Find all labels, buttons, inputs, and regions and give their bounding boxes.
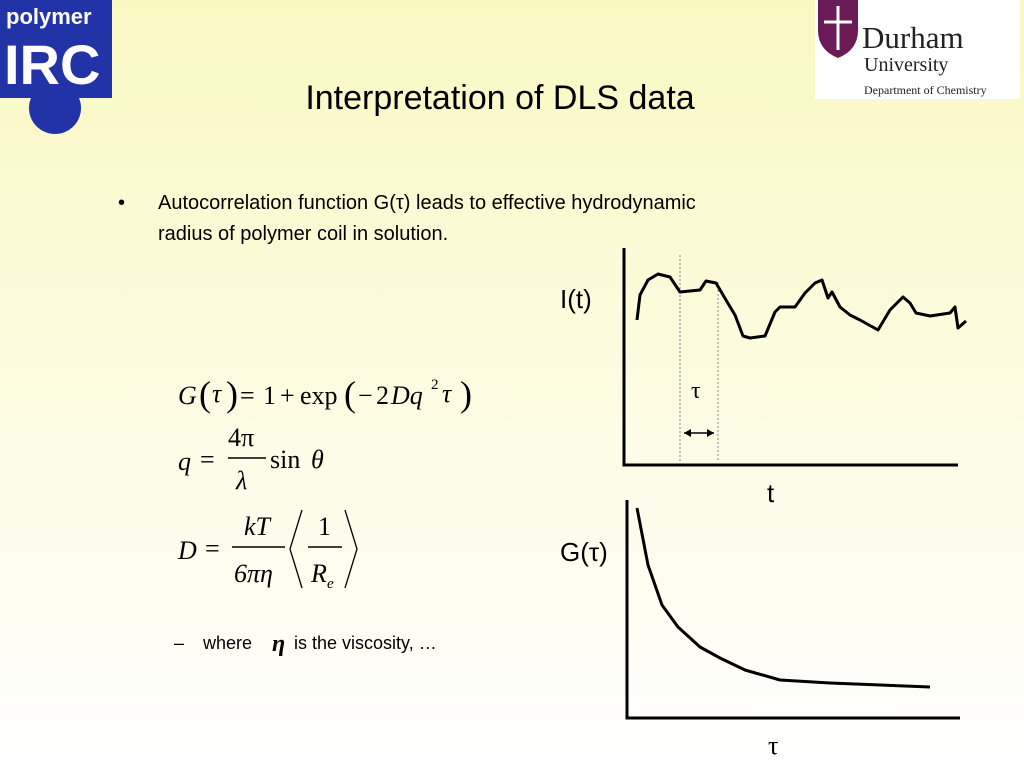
eq-symbol: 6πη <box>234 559 273 588</box>
diagram-label: I(t) <box>560 284 592 314</box>
eq-symbol: = <box>200 445 215 474</box>
eq-symbol: G <box>178 381 197 410</box>
diagram-label: G(τ) <box>560 537 608 567</box>
logo-text: Durham <box>862 20 964 55</box>
diagram-label: t <box>767 478 775 508</box>
equation: D = kT 6πη 1 R e <box>177 509 358 592</box>
eq-symbol: ) <box>226 374 238 414</box>
logo-text: Department of Chemistry <box>864 83 987 97</box>
sub-bullet-text: where <box>202 633 252 653</box>
equation: q = 4π λ sin θ <box>178 423 324 495</box>
eq-symbol: kT <box>244 512 272 541</box>
eq-symbol: 1 <box>263 381 276 410</box>
eq-symbol: Dq <box>390 381 423 410</box>
eq-symbol: λ <box>235 466 247 495</box>
eq-symbol: = <box>205 534 220 563</box>
bullet-text: radius of polymer coil in solution. <box>158 223 448 245</box>
diagram-label: τ <box>691 378 701 404</box>
eq-symbol: R <box>310 559 327 588</box>
eq-symbol: ( <box>344 374 356 414</box>
equation: G ( τ ) = 1 + exp ( − 2 Dq 2 τ ) <box>178 374 472 414</box>
eq-symbol: τ <box>212 379 223 408</box>
intensity-diagram: τ I(t) t <box>560 248 967 508</box>
eq-symbol: exp <box>300 381 338 410</box>
sub-bullet-text: is the viscosity, … <box>294 633 437 653</box>
logo-text: University <box>864 54 948 76</box>
eq-symbol: ( <box>199 374 211 414</box>
axes <box>625 500 960 720</box>
eq-symbol: τ <box>442 379 453 408</box>
eq-symbol: 1 <box>318 512 331 541</box>
eq-symbol: + <box>280 381 295 410</box>
logo-text: polymer <box>6 4 92 29</box>
durham-logo: Durham University Department of Chemistr… <box>815 0 1020 99</box>
eq-symbol: D <box>177 536 197 565</box>
eq-symbol: = <box>240 381 255 410</box>
axes <box>622 248 958 467</box>
correlation-curve <box>635 507 931 689</box>
eq-symbol: θ <box>311 445 324 474</box>
irc-logo: polymer IRC <box>0 0 112 134</box>
eq-symbol: ) <box>460 374 472 414</box>
eq-symbol: 2 <box>376 381 389 410</box>
sub-bullet-symbol: η <box>272 631 285 657</box>
eq-symbol: sin <box>270 445 300 474</box>
logo-text: IRC <box>4 33 100 96</box>
bullet-marker: • <box>118 192 125 214</box>
eq-symbol: e <box>327 576 334 592</box>
eq-symbol: 4π <box>228 423 254 452</box>
correlation-diagram: G(τ) τ <box>560 500 960 760</box>
eq-symbol: − <box>358 381 373 410</box>
eq-symbol: 2 <box>431 377 439 393</box>
slide-title: Interpretation of DLS data <box>305 79 694 117</box>
eq-symbol: q <box>178 447 191 476</box>
intensity-trace <box>635 272 967 340</box>
bullet-text: Autocorrelation function G(τ) leads to e… <box>158 192 696 214</box>
sub-bullet-marker: – <box>174 633 184 653</box>
diagram-label: τ <box>768 731 778 760</box>
